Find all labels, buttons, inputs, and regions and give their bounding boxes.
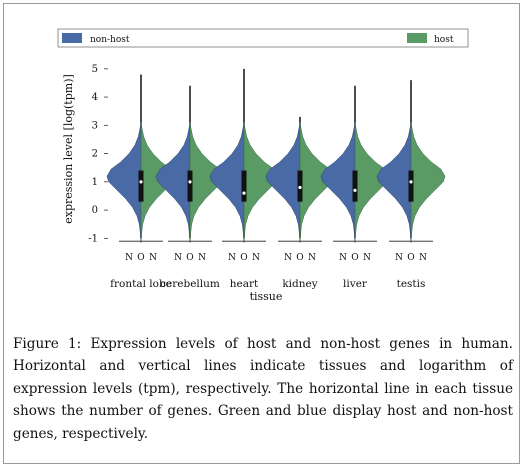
- violin-testis: [376, 80, 446, 243]
- non-host-half: [209, 122, 245, 243]
- legend: non-host host: [57, 28, 469, 48]
- pair-label: N: [252, 253, 260, 263]
- legend-swatch-host: [407, 33, 427, 43]
- median-point: [188, 180, 192, 184]
- non-host-half: [320, 122, 356, 243]
- pair-label: O: [186, 253, 193, 263]
- iqr-box: [138, 170, 144, 202]
- iqr-box: [408, 170, 414, 202]
- pair-label: O: [296, 253, 303, 263]
- median-point: [353, 188, 357, 192]
- violin-heart: [209, 68, 279, 243]
- pair-label: O: [240, 253, 247, 263]
- y-tick-label: 0: [92, 205, 98, 216]
- non-host-half: [155, 122, 191, 243]
- violin-frontal-lobe: [106, 74, 176, 243]
- violin-kidney: [265, 116, 335, 243]
- pair-label: N: [198, 253, 206, 263]
- iqr-box: [352, 170, 358, 202]
- x-tick-label: heart: [230, 278, 259, 290]
- pair-label: N: [395, 253, 403, 263]
- x-axis-label: tissue: [250, 290, 283, 303]
- figure-caption: Figure 1: Expression levels of host and …: [13, 336, 513, 442]
- pair-label: N: [419, 253, 427, 263]
- pair-label: N: [284, 253, 292, 263]
- non-host-half: [106, 122, 142, 243]
- y-tick-label: 3: [92, 120, 98, 131]
- pair-label: N: [308, 253, 316, 263]
- x-tick-label: liver: [343, 278, 368, 290]
- iqr-box: [187, 170, 193, 202]
- legend-label-non-host: non-host: [90, 35, 130, 45]
- violin-cerebellum: [155, 85, 225, 243]
- non-host-half: [265, 122, 301, 243]
- pair-label: N: [149, 253, 157, 263]
- x-tick-label: testis: [397, 278, 426, 290]
- y-axis: -1 0 1 2 3 4 5: [88, 64, 108, 244]
- y-tick-label: 5: [92, 64, 98, 75]
- pair-label: N: [174, 253, 182, 263]
- median-point: [242, 191, 246, 195]
- median-point: [298, 185, 302, 190]
- host-half: [410, 122, 446, 243]
- pair-label: N: [228, 253, 236, 263]
- pair-label: O: [137, 253, 144, 263]
- x-tick-label: cerebellum: [160, 278, 220, 290]
- median-point: [409, 180, 413, 184]
- legend-swatch-non-host: [62, 33, 82, 43]
- median-point: [139, 180, 143, 184]
- pair-label: O: [351, 253, 358, 263]
- y-tick-label: 4: [92, 92, 98, 103]
- y-tick-label: 2: [92, 149, 98, 160]
- legend-label-host: host: [434, 35, 454, 45]
- iqr-box: [241, 170, 247, 202]
- pair-label: N: [363, 253, 371, 263]
- pair-label: N: [339, 253, 347, 263]
- legend-box: [57, 28, 469, 48]
- x-tick-label: frontal lobe: [110, 278, 172, 290]
- non-host-half: [376, 122, 412, 243]
- y-tick-label: -1: [88, 233, 98, 244]
- y-axis-label: expression level [log(tpm)]: [62, 74, 75, 224]
- y-tick-label: 1: [92, 177, 98, 188]
- pair-label: O: [407, 253, 414, 263]
- pair-label: N: [125, 253, 133, 263]
- x-tick-label: kidney: [282, 278, 317, 290]
- violin-liver: [320, 85, 390, 243]
- violins: [106, 68, 446, 243]
